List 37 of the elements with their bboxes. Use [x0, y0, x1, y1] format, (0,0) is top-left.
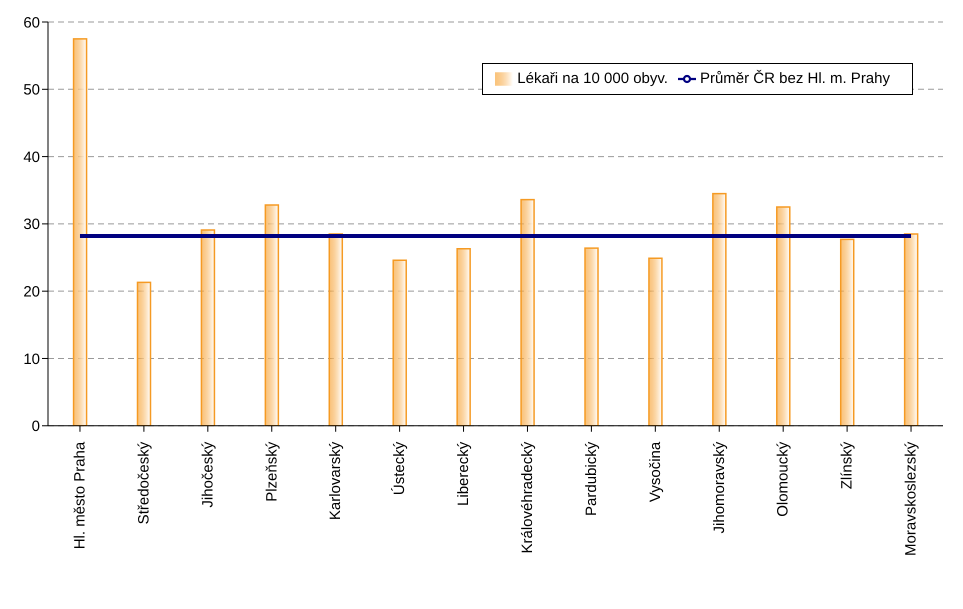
bar [328, 233, 344, 426]
y-tick-label: 10 [23, 350, 40, 368]
bar [392, 259, 407, 426]
x-tick-label: Jihomoravský [710, 441, 728, 534]
bar [136, 282, 152, 426]
x-tick-label: Jihočeský [199, 441, 216, 508]
bar [776, 206, 791, 426]
x-tick-label: Liberecký [455, 441, 472, 506]
legend-label: Lékaři na 10 000 obyv. [517, 70, 668, 88]
bar [72, 38, 88, 426]
x-tick-label: Zlínský [838, 441, 856, 490]
y-tick-label: 50 [23, 82, 40, 99]
bar [904, 233, 918, 426]
x-tick-label: Moravskoslezský [902, 441, 920, 556]
bar [456, 248, 471, 426]
x-tick-label: Vysočina [646, 441, 664, 502]
bar [520, 198, 535, 426]
x-tick-label: Pardubický [582, 441, 600, 516]
y-tick-label: 60 [23, 14, 40, 32]
y-tick-label: 30 [23, 216, 40, 234]
bar [840, 238, 854, 426]
x-tick-label: Hl. město Praha [71, 441, 88, 550]
bar [264, 204, 280, 426]
x-tick-label: Karlovarský [327, 441, 344, 520]
bar [712, 192, 727, 426]
bar [200, 229, 216, 426]
y-tick-label: 40 [23, 148, 40, 166]
bar [648, 257, 663, 426]
legend-label: Průměr ČR bez Hl. m. Prahy [700, 70, 890, 88]
x-tick-label: Olomoucký [774, 441, 792, 517]
x-tick-label: Středočeský [135, 441, 152, 524]
bar [584, 247, 599, 426]
x-tick-label: Plzeňský [263, 441, 280, 502]
x-tick-label: Královéhradecký [518, 441, 536, 554]
y-tick-label: 0 [32, 418, 40, 436]
y-tick-label: 20 [23, 284, 40, 300]
x-tick-label: Ústecký [390, 441, 408, 496]
